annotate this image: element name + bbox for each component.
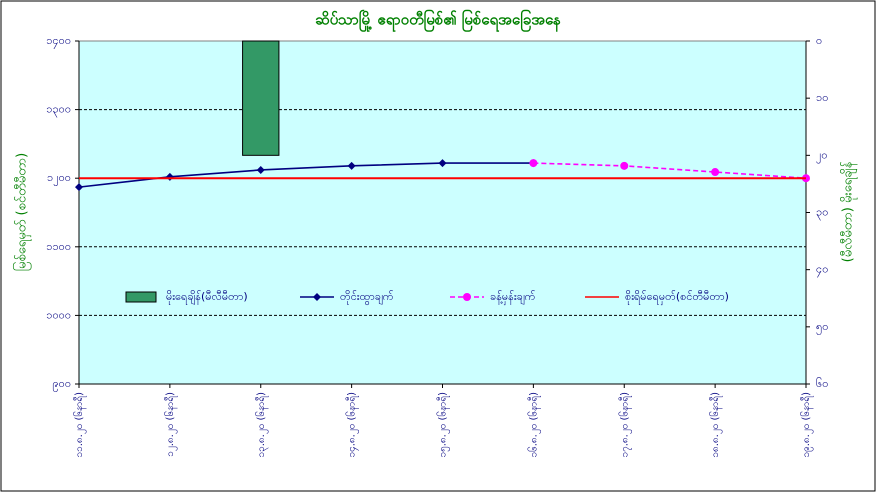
x-tick-label: ၁၂.၈.၂၀ (၆နာရီ)	[163, 392, 178, 457]
marker	[529, 159, 538, 168]
y-tick-label: ၁၀၀၀	[46, 308, 71, 321]
legend-swatch	[125, 291, 157, 303]
series-line	[533, 162, 807, 179]
x-tick-label: ၁၃.၈.၂၀ (၆နာရီ)	[254, 392, 269, 458]
y2-tick-label: ၀	[816, 34, 822, 47]
y2-axis-label: (မီလီမီတာ) မိုးရေချိန်	[840, 161, 858, 262]
y2-tick-label: ၄၀	[816, 263, 828, 278]
x-tick-label: ၁၄.၈.၂၀ (၆နာရီ)	[345, 392, 360, 458]
legend-marker	[313, 293, 321, 301]
marker	[620, 161, 629, 170]
y-tick-label: ၁၂၀၀	[47, 171, 71, 186]
y-tick-label: ၁၄၀၀	[46, 34, 71, 49]
x-tick-label: ၁၁.၈.၂၀ (၆နာရီ)	[72, 392, 87, 458]
y2-tick-label: ၁၀	[816, 91, 828, 104]
y-axis-label: မြစ်ရေမှတ် (စင်တီမီတာ)	[13, 153, 32, 271]
rain-bar	[242, 40, 280, 156]
y-tick-label: ၁၁၀၀	[46, 240, 71, 253]
y-tick-label: ၁၃၀၀	[46, 103, 71, 118]
marker	[256, 165, 265, 174]
x-tick-label: ၁၅.၈.၂၀ (၆နာရီ)	[436, 392, 451, 458]
y2-tick-label: ၅၀	[816, 320, 828, 335]
y2-tick-label: ၆၀	[816, 377, 828, 390]
x-tick-label: ၁၇.၈.၂၀ (၆နာရီ)	[617, 392, 632, 458]
legend-label: မိုးရေချိန်(မီလီမီတာ)	[166, 290, 248, 305]
x-tick-label: ၁၆.၈.၂၀ (၆နာရီ)	[526, 392, 541, 458]
x-tick-label: ၁၈.၈.၂၀ (၆နာရီ)	[708, 392, 723, 458]
x-tick-label: ၁၉.၈.၂၀ (၆နာရီ)	[799, 392, 814, 458]
y2-tick-label: ၂၀	[816, 148, 828, 163]
marker	[438, 159, 447, 168]
y-tick-label: ၉၀၀	[52, 377, 71, 392]
legend-label: ခန့်မှန်းချက်	[490, 290, 536, 305]
marker	[711, 168, 720, 177]
legend-marker	[463, 293, 471, 301]
plot-area	[78, 40, 807, 385]
legend-label: စိုးရိမ်ရေမှတ်(စင်တီမီတာ)	[625, 290, 729, 305]
marker	[75, 183, 83, 192]
y2-tick-label: ၃၀	[816, 206, 828, 221]
legend-label: တိုင်းထွာချက်	[340, 290, 394, 305]
marker	[347, 161, 356, 170]
